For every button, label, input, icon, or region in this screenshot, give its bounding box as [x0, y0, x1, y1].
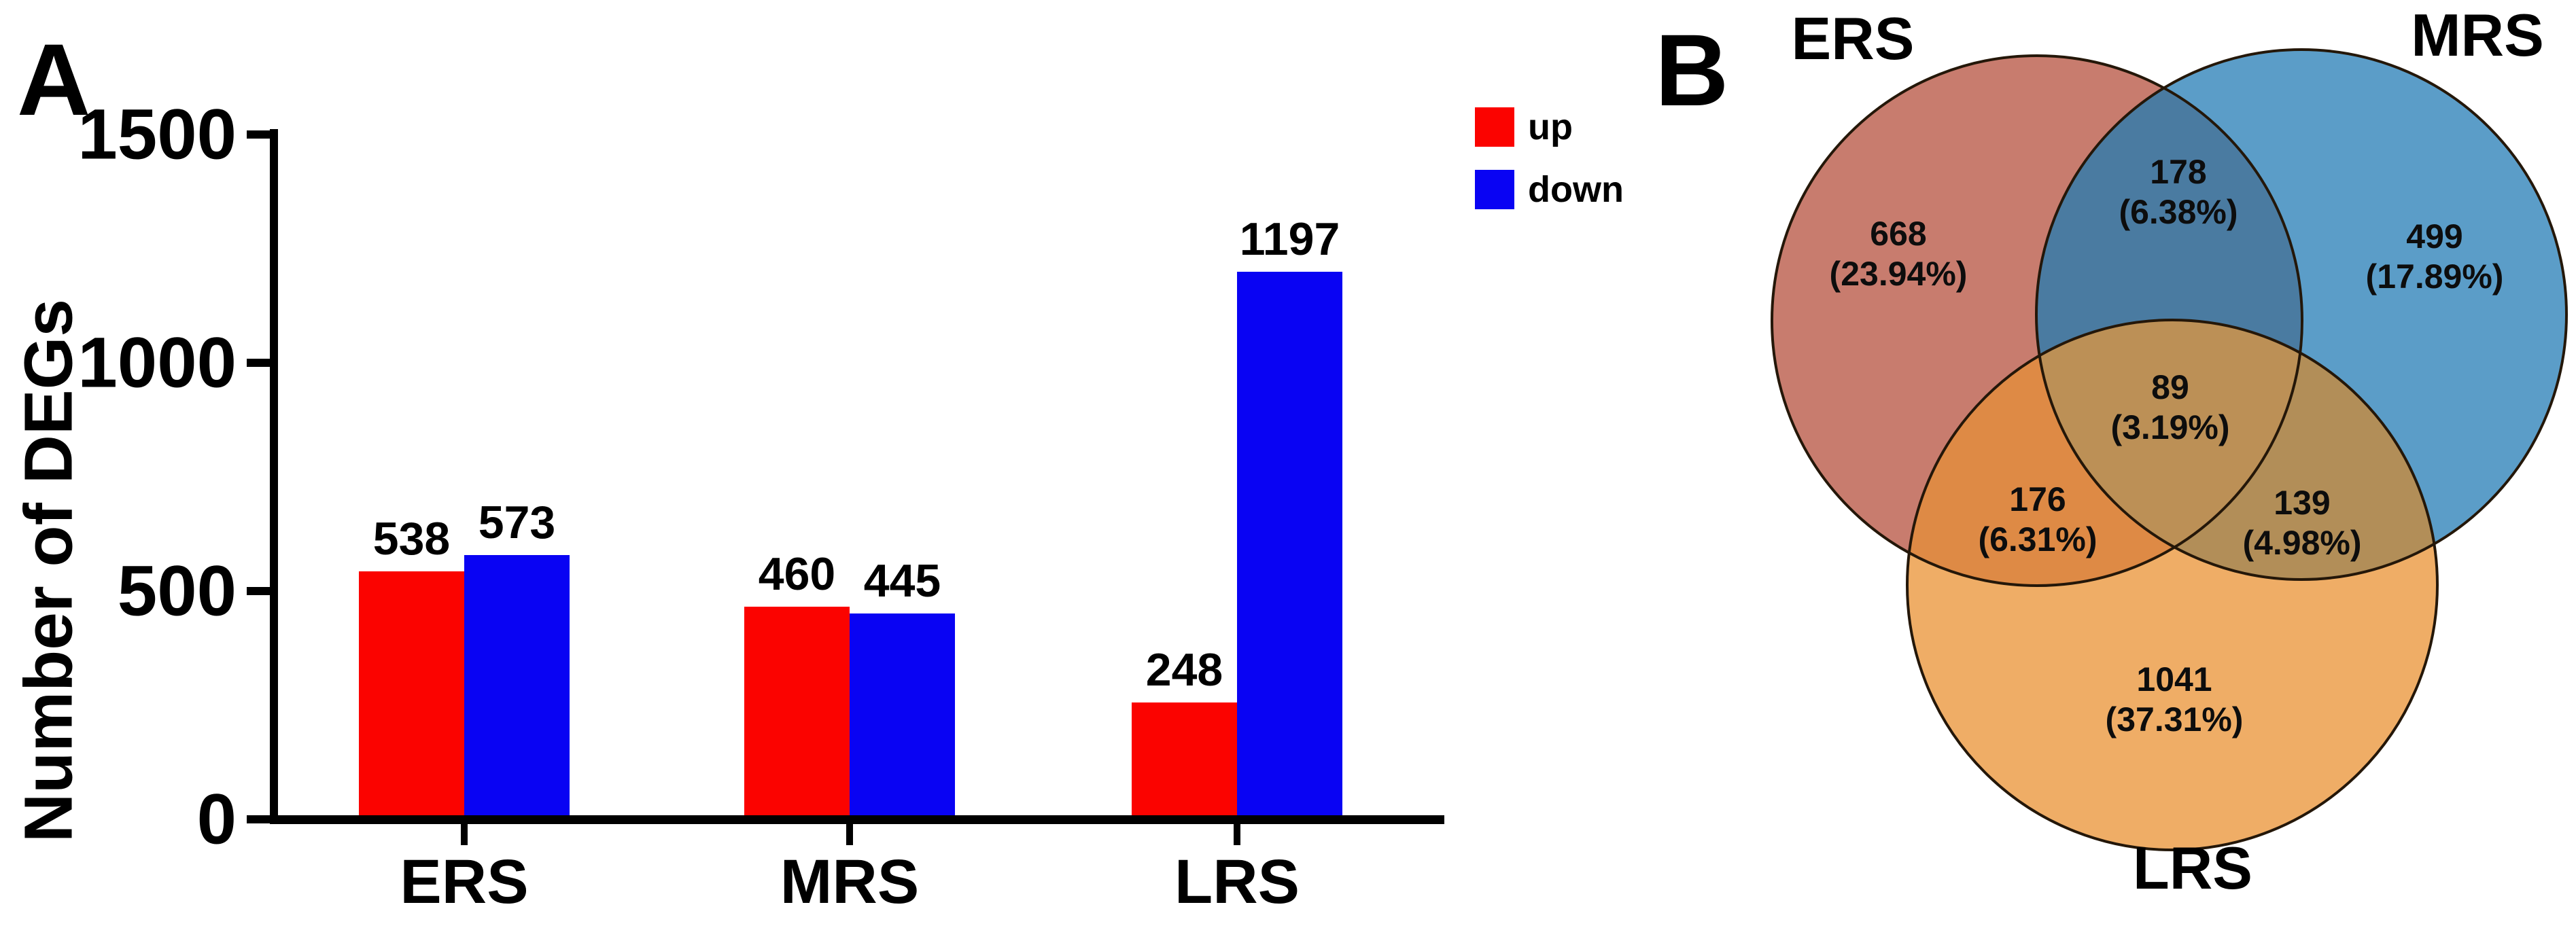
venn-region-ers-mrs-pct: (6.38%) [2119, 193, 2238, 231]
bar-rect-lrs-up [1132, 702, 1237, 815]
legend: up down [1475, 107, 1624, 209]
y-axis-line [270, 129, 278, 824]
y-tick-1500 [247, 130, 270, 139]
venn-region-mrs-lrs-pct: (4.98%) [2242, 524, 2362, 562]
y-tick-label-500: 500 [117, 551, 237, 631]
bar-value-lrs-down: 1197 [1239, 213, 1340, 265]
bar-ers-down: 573 [464, 135, 570, 815]
x-tick-label-mrs: MRS [780, 847, 920, 916]
venn-region-ers-mrs: 178 (6.38%) [2119, 152, 2238, 232]
x-tick-lrs [1234, 824, 1240, 845]
venn-set-label-mrs: MRS [2411, 1, 2544, 69]
venn-outline-mrs [2035, 48, 2568, 581]
bar-rect-ers-up [359, 571, 464, 815]
bar-rect-mrs-down [850, 613, 955, 815]
venn-region-ers-only-pct: (23.94%) [1829, 255, 1968, 293]
legend-row-down: down [1475, 170, 1624, 209]
venn-region-mrs-only-count: 499 [2406, 217, 2463, 255]
venn-outline-ers [1771, 54, 2303, 587]
bar-lrs-up: 248 [1132, 135, 1237, 815]
y-tick-0 [247, 815, 270, 823]
bar-mrs-up: 460 [744, 135, 850, 815]
venn-region-center-count: 89 [2151, 368, 2189, 406]
y-tick-1000 [247, 359, 270, 367]
venn-region-ers-lrs: 176 (6.31%) [1978, 480, 2097, 560]
bar-rect-ers-down [464, 555, 570, 815]
venn-set-label-lrs: LRS [2133, 834, 2252, 902]
panel-b-venn-diagram: B [1655, 0, 2576, 926]
venn-region-center-pct: (3.19%) [2110, 408, 2230, 446]
legend-swatch-up [1475, 107, 1514, 147]
venn-region-ers-lrs-count: 176 [2009, 480, 2066, 518]
bar-value-lrs-up: 248 [1145, 644, 1223, 696]
panel-a-label: A [17, 22, 91, 137]
bar-ers-up: 538 [359, 135, 464, 815]
x-tick-label-ers: ERS [400, 847, 529, 916]
venn-region-ers-only-count: 668 [1870, 215, 1927, 253]
legend-label-down: down [1528, 169, 1624, 210]
panel-b-label: B [1655, 13, 1729, 127]
venn-set-label-ers: ERS [1791, 5, 1915, 72]
bar-value-mrs-up: 460 [758, 548, 836, 600]
bar-value-mrs-down: 445 [863, 555, 941, 607]
legend-label-up: up [1528, 107, 1573, 147]
venn-region-ers-only: 668 (23.94%) [1830, 214, 1968, 294]
venn-region-mrs-only-pct: (17.89%) [2365, 257, 2504, 296]
x-tick-mrs [846, 824, 853, 845]
bar-rect-mrs-up [744, 607, 850, 815]
plot-area: 538 573 460 445 248 1197 [278, 135, 1444, 815]
x-tick-ers [461, 824, 468, 845]
y-tick-label-1000: 1000 [77, 323, 237, 403]
venn-region-mrs-only: 499 (17.89%) [2366, 217, 2504, 297]
venn-region-mrs-lrs-count: 139 [2274, 484, 2331, 522]
bar-lrs-down: 1197 [1237, 135, 1342, 815]
venn-region-lrs-only-pct: (37.31%) [2105, 700, 2244, 738]
venn-region-mrs-lrs: 139 (4.98%) [2242, 483, 2361, 563]
x-tick-label-lrs: LRS [1174, 847, 1300, 916]
legend-row-up: up [1475, 107, 1624, 147]
venn-region-center: 89 (3.19%) [2110, 368, 2229, 448]
venn-region-lrs-only: 1041 (37.31%) [2106, 660, 2244, 740]
legend-swatch-down [1475, 170, 1514, 209]
venn-region-lrs-only-count: 1041 [2136, 660, 2212, 698]
x-axis-line [270, 815, 1444, 824]
venn-outline-lrs [1906, 319, 2439, 851]
bar-value-ers-down: 573 [478, 497, 556, 548]
bar-mrs-down: 445 [850, 135, 955, 815]
venn-svg [1771, 48, 2568, 851]
panel-a-bar-chart: A Number of DEGs 1500 1000 500 0 ERS MRS… [11, 22, 1624, 916]
bar-rect-lrs-down [1237, 272, 1342, 815]
venn-region-ers-mrs-count: 178 [2150, 153, 2207, 191]
y-tick-label-0: 0 [196, 779, 237, 859]
bar-value-ers-up: 538 [372, 513, 451, 565]
y-tick-500 [247, 587, 270, 595]
y-tick-label-1500: 1500 [77, 94, 237, 175]
venn-region-ers-lrs-pct: (6.31%) [1978, 520, 2098, 558]
